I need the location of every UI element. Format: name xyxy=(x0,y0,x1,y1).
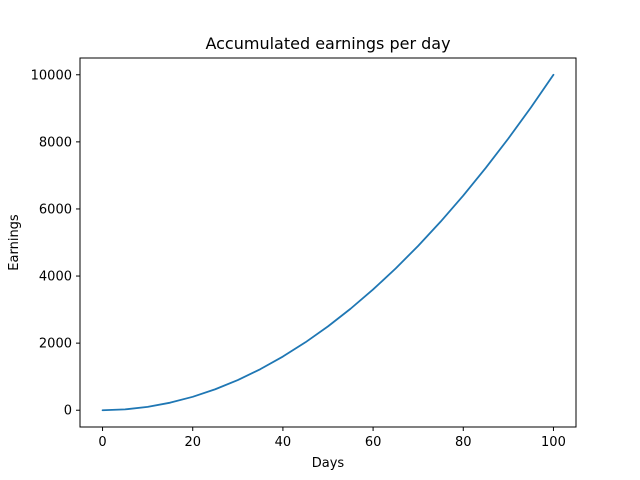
x-axis-ticks: 0 20 40 60 80 100 xyxy=(98,427,566,450)
series-line-0 xyxy=(101,73,555,412)
x-tick-label: 0 xyxy=(98,435,106,450)
x-tick-label: 40 xyxy=(275,435,292,450)
x-axis-label: Days xyxy=(312,456,345,471)
y-tick-label: 6000 xyxy=(39,202,72,217)
x-tick-label: 100 xyxy=(541,435,566,450)
y-tick-label: 4000 xyxy=(39,270,72,285)
y-tick-label: 0 xyxy=(64,404,72,419)
y-tick-label: 2000 xyxy=(39,337,72,352)
series-layer xyxy=(101,73,555,412)
plot-frame xyxy=(79,57,577,428)
x-tick-label: 80 xyxy=(455,435,472,450)
y-tick-label: 10000 xyxy=(31,68,72,83)
x-tick-label: 20 xyxy=(184,435,201,450)
chart-title: Accumulated earnings per day xyxy=(205,34,450,53)
y-axis-ticks: 0 2000 4000 6000 8000 10000 xyxy=(31,68,80,419)
y-tick-label: 8000 xyxy=(39,135,72,150)
x-tick-label: 60 xyxy=(365,435,382,450)
y-axis-label: Earnings xyxy=(7,214,22,271)
